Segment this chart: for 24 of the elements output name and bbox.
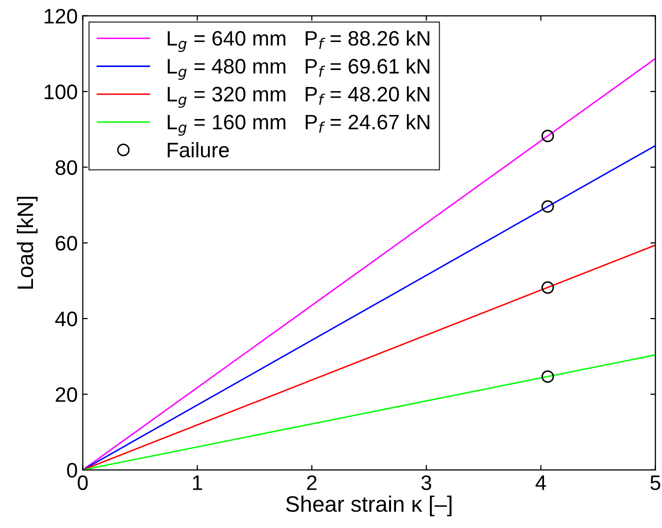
legend-label: L$_{g}$ = 640 mm P$_{f}$ = 88.26 kN — [168, 30, 430, 52]
x-axis-title: Shear strain κ [–] — [286, 496, 452, 516]
y-tick-label: 60 — [56, 236, 78, 251]
legend-label: Failure — [168, 142, 229, 158]
point — [541, 281, 554, 294]
point — [541, 130, 554, 142]
y-axis-title: Load [kN] — [16, 196, 38, 289]
y-tick-label: 80 — [56, 160, 78, 175]
y-tick-label: 0 — [67, 462, 78, 478]
x-tick-label: 5 — [650, 476, 660, 490]
y-tick-label: 120 — [44, 8, 78, 24]
legend-label: L$_{g}$ = 480 mm P$_{f}$ = 69.61 kN — [168, 58, 430, 80]
x-tick-label: 1 — [193, 476, 202, 490]
y-tick-label: 40 — [55, 312, 78, 326]
point — [541, 200, 554, 213]
y-tick-label: 20 — [56, 387, 78, 402]
x-tick-label: 2 — [307, 475, 317, 490]
x-tick-label: 0 — [78, 475, 88, 490]
point — [541, 370, 554, 383]
x-tick-label: 3 — [421, 475, 432, 490]
x-tick-label: 4 — [536, 476, 546, 490]
y-tick-label: 100 — [44, 84, 78, 100]
legend-label: L$_{g}$ = 320 mm P$_{f}$ = 48.20 kN — [168, 86, 430, 108]
legend-label: L$_{g}$ = 160 mm P$_{f}$ = 24.67 kN — [168, 114, 430, 136]
